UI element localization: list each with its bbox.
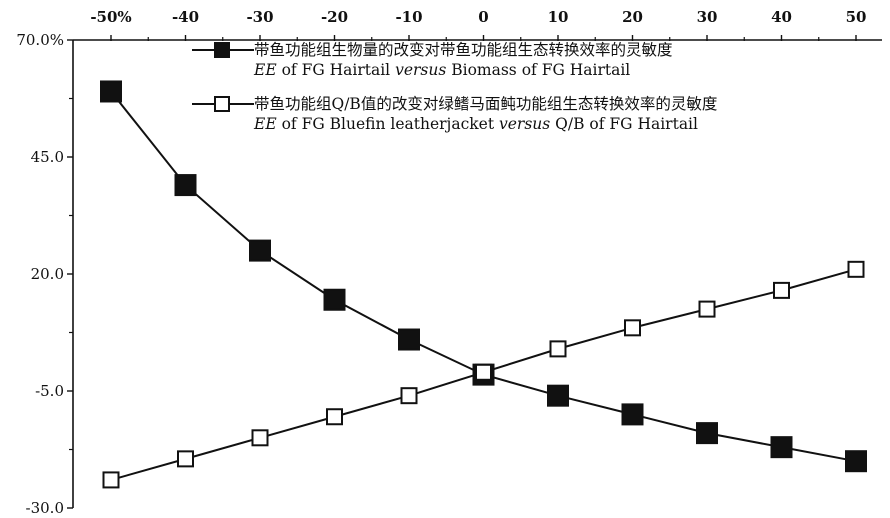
series-2-point bbox=[400, 387, 418, 405]
x-tick-label: -50% bbox=[90, 8, 131, 26]
series-2-point bbox=[326, 408, 343, 426]
series-1-point bbox=[323, 288, 346, 311]
x-tick-label: 50 bbox=[846, 8, 867, 26]
series-1-line bbox=[110, 90, 857, 463]
legend-swatch-hollow-square-icon bbox=[192, 95, 254, 113]
y-tick-label: 45.0 bbox=[31, 148, 64, 166]
legend-label-cn-2: 带鱼功能组Q/B值的改变对绿鳍马面鲀功能组生态转换效率的灵敏度 bbox=[254, 95, 718, 113]
x-tick-label: 0 bbox=[478, 8, 488, 26]
series-1-point bbox=[249, 239, 271, 262]
y-tick-label: -30.0 bbox=[26, 499, 64, 517]
legend: 带鱼功能组生物量的改变对带鱼功能组生态转换效率的灵敏度 EE of FG Hai… bbox=[192, 40, 717, 134]
series-1-point bbox=[398, 328, 420, 351]
x-tick-label: -40 bbox=[172, 8, 199, 26]
legend-swatch-filled-square-icon bbox=[192, 41, 254, 59]
y-tick-label: 20.0 bbox=[31, 265, 64, 283]
series-2-point bbox=[251, 429, 269, 447]
series-1-point bbox=[770, 436, 793, 459]
y-tick-label: -5.0 bbox=[35, 382, 64, 400]
series-2-point bbox=[773, 281, 790, 299]
y-tick-label: 70.0% bbox=[16, 31, 64, 49]
x-tick-label: 20 bbox=[622, 8, 643, 26]
series-2-point bbox=[475, 363, 492, 381]
x-tick-label: -10 bbox=[395, 8, 422, 26]
series-1-point bbox=[696, 422, 718, 445]
legend-entry-1: 带鱼功能组生物量的改变对带鱼功能组生态转换效率的灵敏度 bbox=[192, 40, 717, 60]
legend-entry-2: 带鱼功能组Q/B值的改变对绿鳍马面鲀功能组生态转换效率的灵敏度 bbox=[192, 94, 717, 114]
legend-label-en-1: EE of FG Hairtail versus Biomass of FG H… bbox=[254, 61, 631, 79]
series-layer bbox=[100, 80, 867, 489]
series-2-point bbox=[549, 340, 567, 358]
series-1-point bbox=[100, 80, 122, 103]
legend-label-cn-1: 带鱼功能组生物量的改变对带鱼功能组生态转换效率的灵敏度 bbox=[254, 41, 673, 59]
series-2-point bbox=[698, 300, 716, 318]
series-1-point bbox=[174, 174, 197, 197]
series-2-point bbox=[847, 260, 865, 278]
x-tick-label: 10 bbox=[548, 8, 569, 26]
legend-label-en-2: EE of FG Bluefin leatherjacket versus Q/… bbox=[254, 115, 698, 133]
x-tick-label: 40 bbox=[771, 8, 792, 26]
series-2-point bbox=[624, 319, 641, 337]
x-tick-label: -20 bbox=[321, 8, 348, 26]
x-tick-label: 30 bbox=[697, 8, 718, 26]
series-1-point bbox=[621, 403, 644, 426]
series-2-point bbox=[102, 471, 120, 489]
series-2-point bbox=[177, 450, 194, 468]
series-1-point bbox=[547, 384, 569, 407]
series-1-point bbox=[845, 450, 867, 473]
axes: -50% -40 -30 -20 -10 0 10 20 30 40 50 70.0% 45.0 20.0… bbox=[16, 8, 882, 517]
x-tick-label: -30 bbox=[246, 8, 273, 26]
